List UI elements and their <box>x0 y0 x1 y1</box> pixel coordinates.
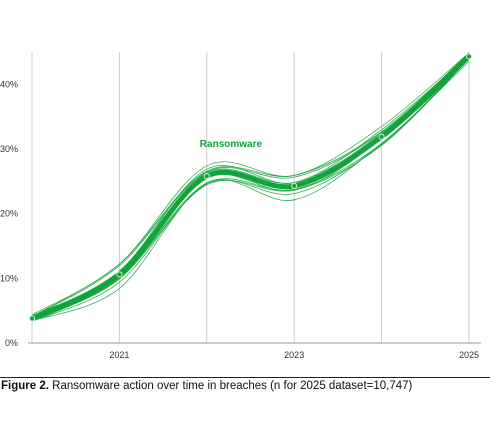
data-point-2020 <box>28 315 36 322</box>
y-tick-label: 30% <box>0 144 18 154</box>
series-uncertainty-trace <box>31 57 470 322</box>
series-label-ransomware: Ransomware <box>200 139 263 150</box>
series-line-ransomware <box>29 54 472 321</box>
grid-lines <box>28 52 481 344</box>
y-tick-label: 40% <box>0 79 18 89</box>
figure-caption-text: Ransomware action over time in breaches … <box>52 380 413 392</box>
data-point-2022 <box>203 173 210 180</box>
series-uncertainty-trace <box>31 55 470 318</box>
y-axis-ticks: 0% 10% 20% 30% 40% <box>0 79 18 348</box>
data-point-2021 <box>116 271 123 278</box>
x-tick-label: 2023 <box>284 350 304 360</box>
series-uncertainty-trace <box>31 53 470 318</box>
series-uncertainty-trace <box>31 54 470 317</box>
y-tick-label: 0% <box>5 338 18 348</box>
x-tick-label: 2021 <box>109 350 129 360</box>
y-tick-label: 10% <box>0 273 18 283</box>
x-axis-ticks: 2021 2023 2025 <box>109 350 479 360</box>
y-tick-label: 20% <box>0 209 18 219</box>
data-point-2025 <box>465 53 473 60</box>
series-uncertainty-trace <box>31 57 470 322</box>
series-group <box>28 52 473 322</box>
data-point-2023 <box>291 182 298 189</box>
x-tick-label: 2025 <box>459 350 479 360</box>
figure-number: Figure 2. <box>1 380 49 392</box>
data-point-2024 <box>378 133 385 140</box>
series-uncertainty-trace <box>31 58 470 322</box>
series-uncertainty-trace <box>31 52 470 316</box>
series-labels: Ransomware <box>200 139 263 150</box>
figure-caption: Figure 2. Ransomware action over time in… <box>1 380 489 392</box>
line-chart: 0% 10% 20% 30% 40% 2021 2023 2025 Ransomware <box>0 52 481 360</box>
caption-divider <box>0 377 490 378</box>
